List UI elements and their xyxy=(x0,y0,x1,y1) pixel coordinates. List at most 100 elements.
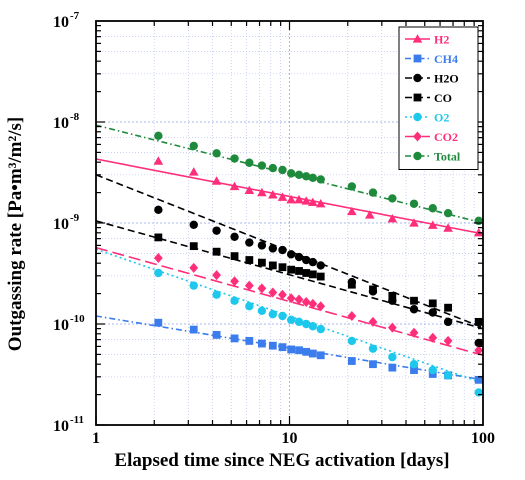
data-point-co xyxy=(230,252,239,261)
data-point-h2o xyxy=(212,226,221,235)
data-point-h2 xyxy=(387,214,398,223)
data-point-co2 xyxy=(294,294,304,305)
data-point-ch4 xyxy=(295,346,303,355)
data-point-h2 xyxy=(308,197,318,206)
data-point-o2 xyxy=(230,296,239,305)
data-point-total xyxy=(388,194,397,203)
data-point-co xyxy=(257,258,266,267)
data-point-co xyxy=(410,296,418,305)
data-point-o2 xyxy=(268,310,278,319)
x-tick-label: 10 xyxy=(282,430,298,447)
x-tick-label: 1 xyxy=(92,430,100,447)
y-tick-label: 10 xyxy=(53,418,69,435)
data-point-co xyxy=(302,269,311,277)
legend-marker-co xyxy=(413,93,422,102)
data-point-h2o xyxy=(474,338,483,348)
data-point-o2 xyxy=(347,336,357,346)
data-point-total xyxy=(409,199,419,208)
data-point-total xyxy=(368,188,378,197)
data-point-co xyxy=(268,261,277,270)
data-point-h2 xyxy=(277,192,288,201)
data-point-co xyxy=(295,267,303,275)
y-tick-label: 10 xyxy=(53,115,69,132)
y-tick-label-exponent: -9 xyxy=(70,212,80,224)
data-point-total xyxy=(286,169,296,178)
data-point-ch4 xyxy=(268,341,277,350)
fit-line-ch4 xyxy=(95,315,484,381)
data-point-h2o xyxy=(428,308,437,317)
data-point-h2o xyxy=(302,255,311,265)
data-point-h2o xyxy=(294,252,304,262)
legend-marker-o2 xyxy=(413,112,422,122)
data-point-co xyxy=(428,299,437,308)
data-point-h2 xyxy=(257,187,267,197)
legend-label-co: CO xyxy=(434,91,452,105)
data-point-ch4 xyxy=(154,318,163,327)
data-point-total xyxy=(428,204,437,213)
legend-label-h2o: H2O xyxy=(434,72,459,86)
data-point-co xyxy=(388,291,397,300)
data-point-ch4 xyxy=(278,343,287,352)
y-tick-label-exponent: -11 xyxy=(70,414,84,426)
data-point-h2 xyxy=(211,176,222,185)
fit-line-co2 xyxy=(95,246,484,357)
data-point-total xyxy=(302,172,311,181)
fit-line-h2o xyxy=(95,174,484,329)
data-point-o2 xyxy=(294,317,304,327)
data-point-co2 xyxy=(212,270,221,281)
data-point-co2 xyxy=(347,311,357,322)
data-point-h2 xyxy=(188,167,199,176)
data-point-co2 xyxy=(387,322,397,333)
data-point-h2 xyxy=(301,196,312,205)
data-point-o2 xyxy=(474,388,483,397)
data-point-o2 xyxy=(388,352,397,362)
data-point-ch4 xyxy=(245,337,254,345)
data-point-h2o xyxy=(316,261,325,270)
data-point-o2 xyxy=(189,281,198,290)
data-point-total xyxy=(474,216,483,226)
data-point-co2 xyxy=(409,327,419,338)
data-point-co2 xyxy=(244,280,254,291)
data-point-ch4 xyxy=(189,325,198,334)
data-point-co xyxy=(212,247,221,256)
data-point-ch4 xyxy=(474,375,483,384)
data-point-h2 xyxy=(443,223,453,232)
y-tick-label-exponent: -8 xyxy=(70,111,80,123)
data-point-co xyxy=(154,233,163,242)
data-point-total xyxy=(257,161,267,170)
data-point-co2 xyxy=(153,253,163,264)
data-point-o2 xyxy=(154,268,163,278)
data-point-total xyxy=(245,158,254,167)
data-point-ch4 xyxy=(212,330,221,339)
data-point-h2 xyxy=(153,156,164,165)
y-tick-label-exponent: -7 xyxy=(70,10,80,22)
data-point-h2o xyxy=(154,205,163,215)
markers-layer xyxy=(153,131,484,397)
data-point-h2o xyxy=(409,305,419,314)
data-point-co2 xyxy=(286,293,296,304)
data-point-h2o xyxy=(268,244,278,253)
legend-label-o2: O2 xyxy=(434,111,449,125)
legend-marker-total xyxy=(413,151,422,161)
legend-marker-h2o xyxy=(413,73,422,83)
data-point-co xyxy=(347,280,356,289)
legend-marker-h2 xyxy=(412,34,423,43)
data-point-ch4 xyxy=(388,363,397,372)
data-point-total xyxy=(230,154,239,163)
data-point-total xyxy=(443,209,453,218)
data-point-total xyxy=(316,175,325,184)
data-point-o2 xyxy=(443,371,453,380)
data-point-o2 xyxy=(409,359,419,369)
data-point-h2o xyxy=(443,317,453,327)
data-point-co xyxy=(444,303,452,312)
data-point-o2 xyxy=(368,344,378,353)
data-point-h2o xyxy=(189,220,198,229)
data-point-co2 xyxy=(268,287,278,298)
data-point-co xyxy=(316,272,325,281)
data-point-o2 xyxy=(302,319,311,329)
data-point-o2 xyxy=(428,365,437,375)
legend-marker-ch4 xyxy=(413,54,422,63)
data-point-ch4 xyxy=(308,349,317,358)
data-point-ch4 xyxy=(316,351,325,360)
